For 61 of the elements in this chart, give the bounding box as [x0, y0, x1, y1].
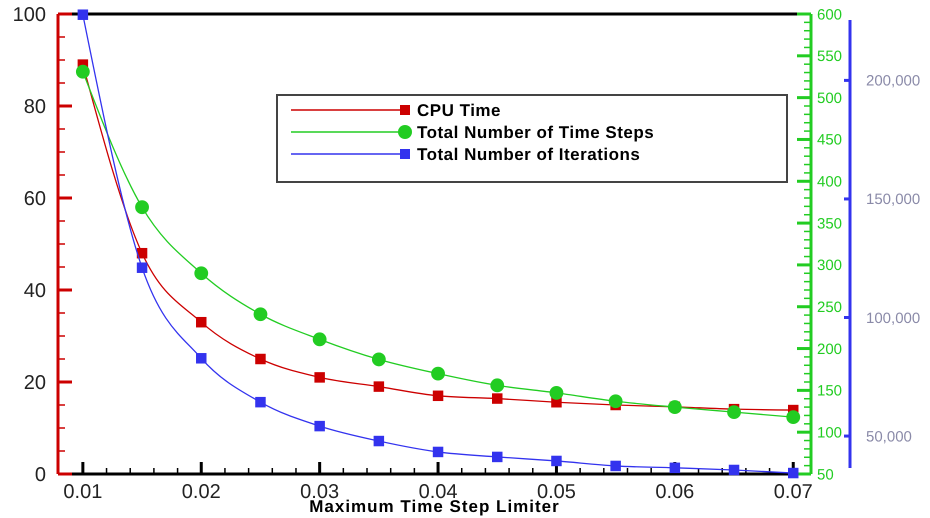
point: [196, 353, 207, 364]
point: [490, 378, 504, 392]
point: [78, 9, 88, 20]
x-tick-label: 0.02: [182, 481, 221, 503]
point: [194, 266, 208, 280]
y3-tick-label: 200,000: [866, 72, 920, 90]
point: [255, 396, 266, 408]
x-tick-label: 0.01: [63, 481, 102, 503]
y2-tick-label: 50: [817, 466, 834, 484]
point: [786, 410, 800, 424]
point: [608, 394, 623, 408]
y3-tick-label: 50,000: [866, 428, 912, 446]
y2-tick-label: 600: [817, 6, 842, 24]
point: [431, 366, 445, 381]
y2-tick-label: 250: [817, 298, 842, 316]
point: [551, 456, 562, 466]
point: [314, 420, 325, 432]
point: [374, 381, 384, 392]
point: [135, 200, 149, 214]
y-tick-label: 0: [34, 464, 46, 486]
y2-tick-label: 200: [817, 340, 842, 358]
point: [372, 352, 386, 366]
point: [492, 393, 502, 404]
y2-tick-label: 100: [817, 424, 842, 442]
point: [727, 405, 741, 420]
point: [255, 354, 266, 364]
point: [196, 316, 207, 328]
point: [76, 64, 90, 79]
y-tick-label: 60: [24, 188, 46, 210]
point: [788, 468, 798, 478]
point: [314, 372, 325, 383]
point: [312, 332, 327, 346]
y-tick-label: 20: [24, 372, 46, 394]
y2-tick-label: 300: [817, 257, 842, 274]
y3-tick-label: 100,000: [866, 310, 920, 327]
y2-tick-label: 500: [817, 90, 842, 107]
y3-tick-label: 150,000: [866, 191, 920, 208]
y2-tick-label: 150: [817, 382, 842, 400]
y2-tick-label: 400: [817, 174, 842, 191]
legend-label: Total Number of Time Steps: [417, 122, 654, 142]
legend-label: CPU Time: [417, 100, 501, 120]
y2-tick-label: 550: [817, 48, 842, 66]
y-tick-label: 100: [12, 4, 46, 26]
point: [254, 307, 268, 322]
point: [136, 262, 148, 273]
y-tick-label: 40: [24, 280, 46, 302]
legend-label: Total Number of Iterations: [417, 144, 640, 164]
y2-tick-label: 350: [817, 215, 842, 232]
y-tick-label: 80: [24, 96, 46, 118]
point: [728, 464, 740, 476]
y2-tick-label: 450: [817, 132, 842, 149]
point: [550, 386, 564, 400]
point: [610, 460, 621, 472]
point: [432, 390, 444, 402]
x-tick-label: 0.07: [774, 481, 813, 503]
x-tick-label: 0.06: [655, 481, 694, 503]
point: [374, 436, 384, 446]
point: [432, 446, 444, 458]
point: [670, 462, 680, 474]
point: [136, 248, 148, 258]
point: [492, 452, 502, 462]
